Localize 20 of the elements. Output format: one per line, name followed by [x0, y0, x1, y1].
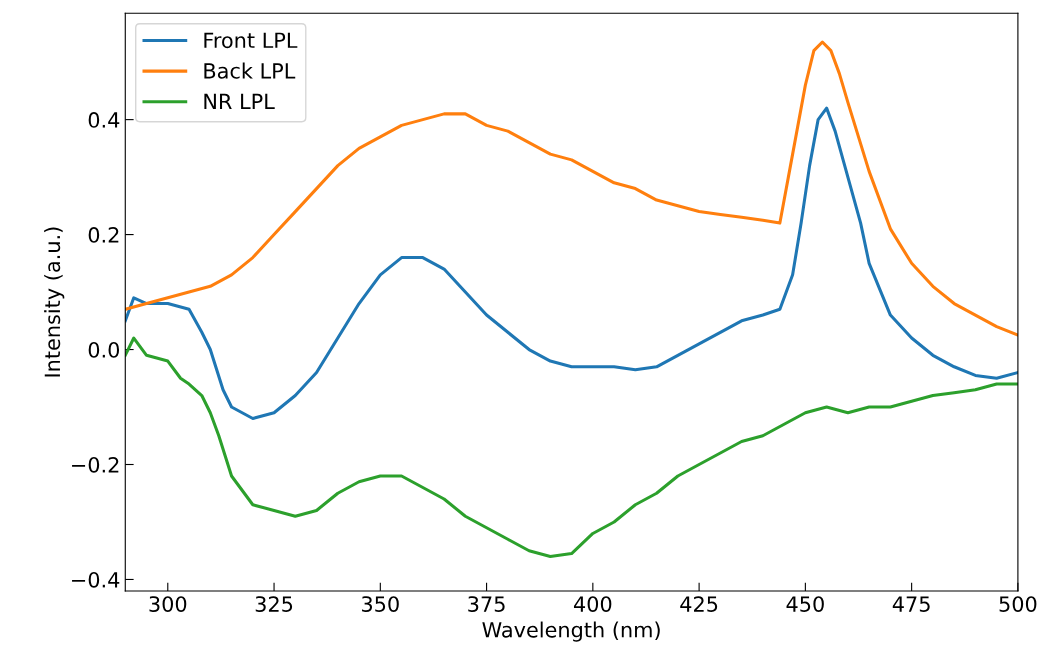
x-tick-label: 400 [573, 596, 612, 612]
y-tick-label: 0.4 [88, 112, 120, 128]
x-axis-title: Wavelength (nm) [482, 621, 660, 642]
line-series [125, 336, 1018, 558]
y-tick-label: −0.4 [72, 571, 120, 588]
x-tick-label: 375 [468, 596, 505, 612]
x-tick-label: 325 [255, 596, 293, 612]
x-tick-label: 350 [362, 596, 399, 612]
y-tick-label: 0.2 [88, 227, 119, 243]
x-tick-label: 475 [892, 596, 930, 612]
x-tick-label: 300 [149, 596, 187, 612]
y-axis-title: Intensity (a.u.) [44, 227, 65, 377]
legend-label: Front LPL [204, 32, 298, 49]
legend-label: NR LPL [204, 93, 275, 110]
x-tick-label: 425 [680, 596, 718, 612]
x-tick-label: 450 [786, 596, 824, 612]
legend-label: Back LPL [204, 62, 296, 79]
x-tick-label: 500 [999, 596, 1037, 612]
y-tick-label: −0.2 [72, 456, 119, 473]
y-tick-label: 0.0 [88, 341, 120, 358]
